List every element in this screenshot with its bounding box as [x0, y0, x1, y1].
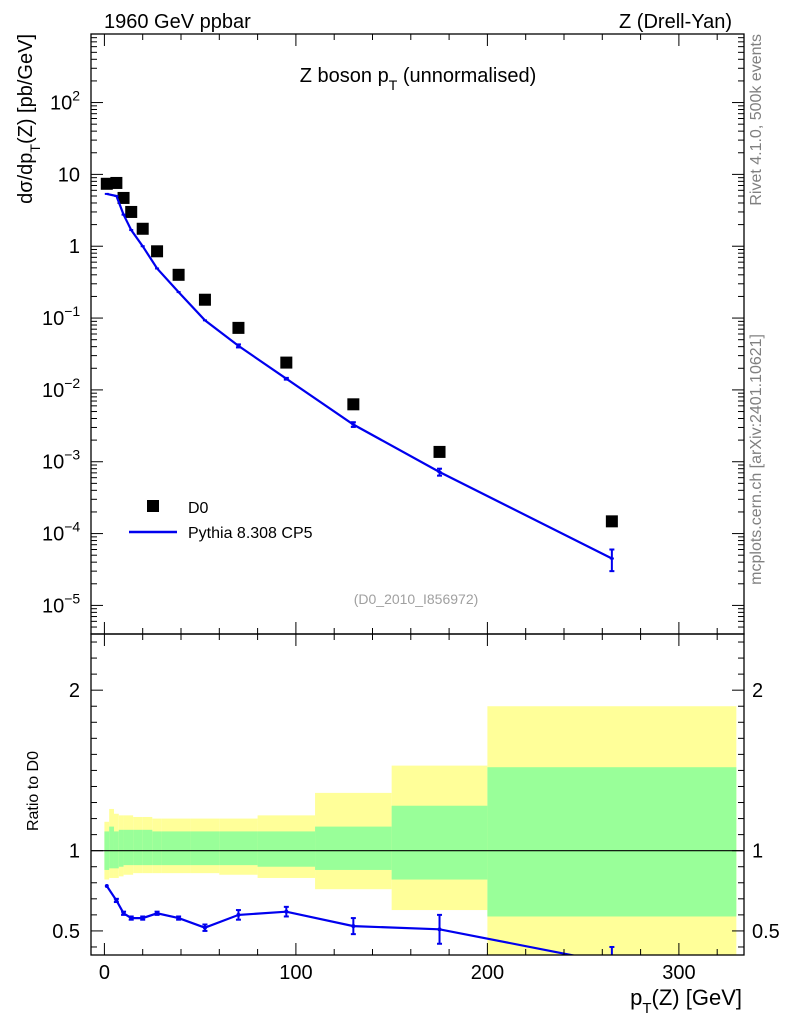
- legend-marker-d0: [147, 500, 159, 512]
- analysis-watermark: (D0_2010_I856972): [354, 591, 479, 607]
- stat-unc-band-9: [190, 831, 220, 866]
- ratio-point: [202, 925, 207, 930]
- ratio-y-tick-label-right: 0.5: [752, 921, 780, 943]
- x-tick-label: 300: [662, 962, 695, 984]
- d0-data-point: [280, 356, 293, 369]
- legend-label-pythia: Pythia 8.308 CP5: [188, 525, 313, 542]
- d0-data-point: [110, 176, 123, 189]
- d0-data-point: [198, 293, 211, 306]
- y-tick-label: 10−3: [42, 447, 80, 474]
- ratio-y-tick-label-right: 2: [752, 680, 763, 702]
- ratio-point: [140, 916, 145, 921]
- d0-data-point: [151, 245, 164, 258]
- y-tick-label: 10−2: [42, 375, 80, 402]
- ratio-y-tick-label-left: 0.5: [52, 921, 80, 943]
- legend-label-d0: D0: [188, 500, 209, 517]
- stat-unc-band-6: [142, 829, 153, 866]
- x-tick-label: 100: [279, 962, 312, 984]
- ratio-panel: Ratio to D0 pT(Z) [GeV] 0 100 200 300 0.5 0.5…: [25, 633, 780, 1017]
- ratio-y-tick-label-left: 2: [69, 680, 80, 702]
- main-panel: Z boson pT (unnormalised) dσ/dpT(Z) [pb/…: [15, 33, 745, 635]
- main-title: Z boson pT (unnormalised): [300, 65, 536, 93]
- ratio-point: [104, 883, 109, 888]
- d0-data-point: [433, 445, 446, 458]
- mcplots-label: mcplots.cern.ch [arXiv:2401.10621]: [748, 334, 765, 585]
- stat-unc-band-8: [161, 831, 191, 866]
- x-tick-label: 0: [99, 962, 110, 984]
- main-frame: [90, 33, 745, 635]
- d0-data-point: [347, 398, 360, 411]
- process-label: Z (Drell-Yan): [619, 11, 732, 33]
- d0-data-point: [125, 205, 138, 218]
- main-y-axis-label: dσ/dpT(Z) [pb/GeV]: [15, 34, 43, 204]
- ratio-point: [284, 909, 289, 914]
- main-series: [100, 176, 618, 573]
- stat-unc-band-4: [123, 829, 134, 866]
- ratio-point: [114, 898, 119, 903]
- d0-data-point: [232, 321, 245, 334]
- stat-unc-band-12: [315, 826, 392, 870]
- ratio-point: [155, 911, 160, 916]
- x-tick-label: 200: [471, 962, 504, 984]
- stat-unc-band-5: [133, 829, 143, 866]
- ratio-point: [121, 911, 126, 916]
- ratio-point: [176, 916, 181, 921]
- stat-unc-band-2: [113, 831, 119, 869]
- ratio-point: [437, 927, 442, 932]
- d0-data-point: [605, 515, 618, 528]
- stat-unc-band-14: [487, 767, 737, 917]
- y-tick-label: 10−4: [42, 519, 80, 546]
- y-tick-label: 10−1: [42, 303, 80, 330]
- stat-unc-band-13: [391, 805, 488, 880]
- d0-data-point: [172, 268, 185, 281]
- ratio-bands: [104, 706, 737, 955]
- stat-unc-band-7: [152, 831, 162, 866]
- ratio-y-axis-label: Ratio to D0: [25, 751, 42, 831]
- y-tick-label: 102: [50, 88, 80, 115]
- ratio-point: [351, 924, 356, 929]
- pythia-line: [106, 192, 613, 560]
- d0-data-point: [136, 222, 149, 235]
- y-tick-label: 10: [58, 164, 80, 186]
- ratio-y-tick-label-right: 1: [752, 841, 763, 863]
- y-tick-label: 10−5: [42, 590, 80, 617]
- ratio-frame: [90, 633, 745, 956]
- ratio-y-tick-label-left: 1: [69, 841, 80, 863]
- stat-unc-band-11: [257, 831, 316, 867]
- stat-unc-band-3: [118, 829, 124, 867]
- legend: D0 Pythia 8.308 CP5: [129, 500, 313, 542]
- ratio-series: [104, 883, 615, 965]
- ratio-point: [129, 916, 134, 921]
- d0-data-point: [100, 177, 113, 190]
- y-tick-label: 1: [69, 236, 80, 258]
- ratio-point: [236, 912, 241, 917]
- x-axis-label: pT(Z) [GeV]: [630, 985, 742, 1017]
- stat-unc-band-10: [219, 831, 258, 866]
- stat-unc-band-1: [109, 826, 114, 869]
- d0-data-point: [117, 191, 130, 204]
- energy-label: 1960 GeV ppbar: [104, 11, 251, 33]
- rivet-label: Rivet 4.1.0, 500k events: [748, 34, 765, 206]
- ratio-point: [610, 961, 614, 965]
